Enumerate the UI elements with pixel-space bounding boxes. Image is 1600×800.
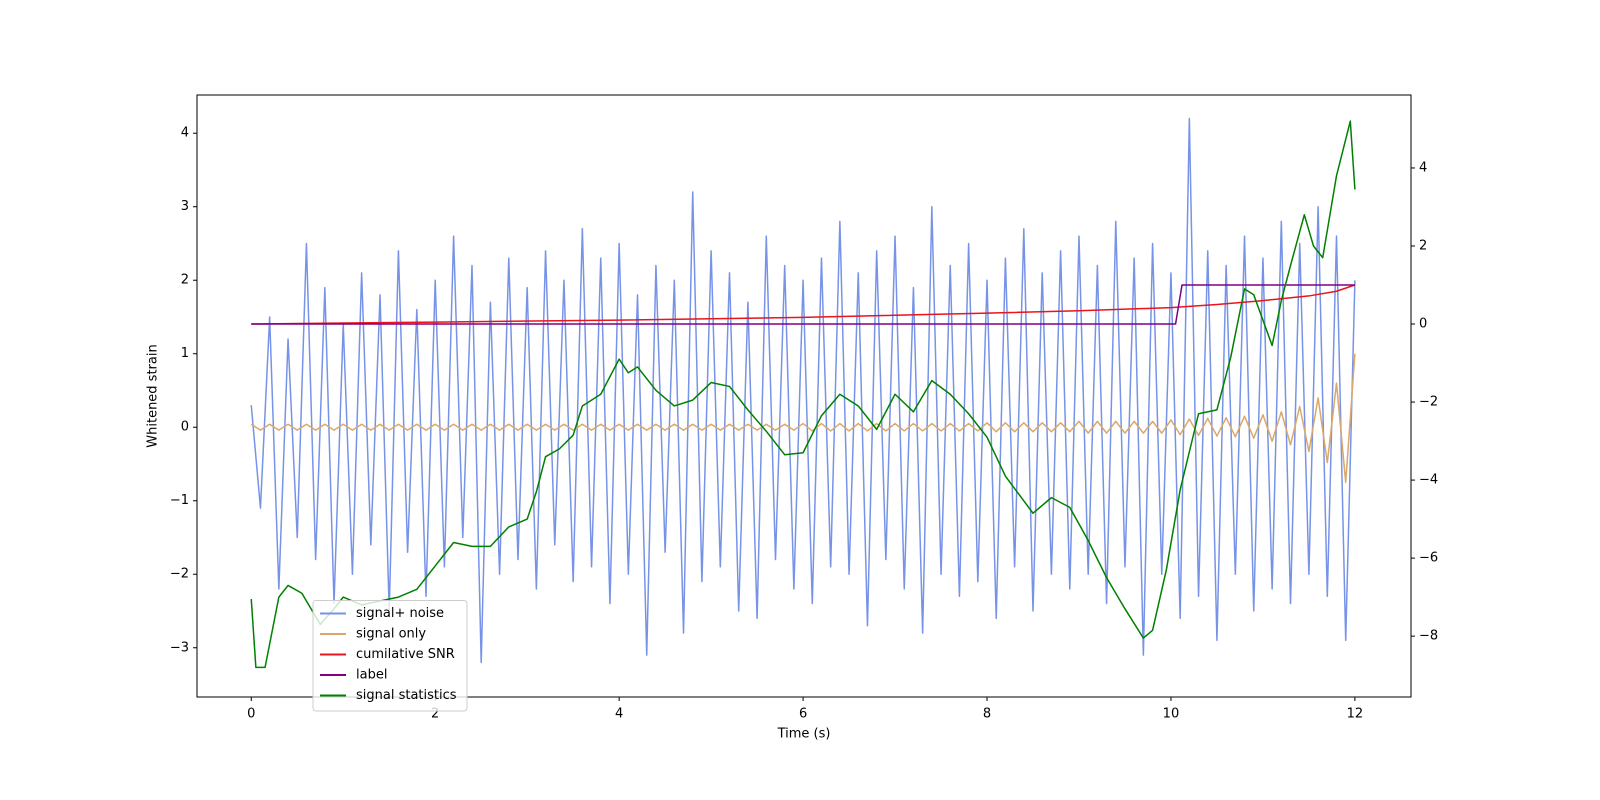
series-line <box>251 284 1355 325</box>
y-tick-label: 4 <box>181 126 189 141</box>
legend-label: signal+ noise <box>356 606 444 621</box>
x-tick-label: 8 <box>983 707 991 722</box>
y-axis-label: Whitened strain <box>146 344 161 447</box>
legend-label: signal only <box>356 627 426 642</box>
series-line <box>250 120 1356 669</box>
y-tick-label: −2 <box>170 567 189 582</box>
y-tick-label: 0 <box>181 420 189 435</box>
y2-tick-label: 2 <box>1419 238 1427 253</box>
series-line <box>250 117 1356 664</box>
y2-tick-label: 4 <box>1419 160 1427 175</box>
x-tick-label: 6 <box>799 707 807 722</box>
y-tick-label: −3 <box>170 640 189 655</box>
legend-label: label <box>356 668 387 683</box>
x-tick-label: 2 <box>431 707 439 722</box>
y2-tick-label: 0 <box>1419 317 1427 332</box>
x-tick-label: 12 <box>1347 707 1364 722</box>
y-tick-label: 1 <box>181 346 189 361</box>
y2-tick-label: −6 <box>1419 551 1438 566</box>
y-tick-label: −1 <box>170 493 189 508</box>
y2-tick-label: −2 <box>1419 395 1438 410</box>
y2-tick-label: −4 <box>1419 473 1438 488</box>
x-axis-label: Time (s) <box>777 727 831 742</box>
y-tick-label: 3 <box>181 199 189 214</box>
legend-label: signal statistics <box>356 688 457 703</box>
y2-tick-label: −8 <box>1419 629 1438 644</box>
x-tick-label: 0 <box>247 707 255 722</box>
x-tick-label: 10 <box>1163 707 1180 722</box>
x-tick-label: 4 <box>615 707 623 722</box>
series-line <box>250 353 1356 484</box>
legend-box <box>312 600 468 712</box>
y-tick-label: 2 <box>181 273 189 288</box>
series-line <box>251 284 1356 325</box>
legend-label: cumilative SNR <box>356 647 455 662</box>
plot-area <box>250 117 1356 669</box>
plot-frame <box>196 94 1412 698</box>
